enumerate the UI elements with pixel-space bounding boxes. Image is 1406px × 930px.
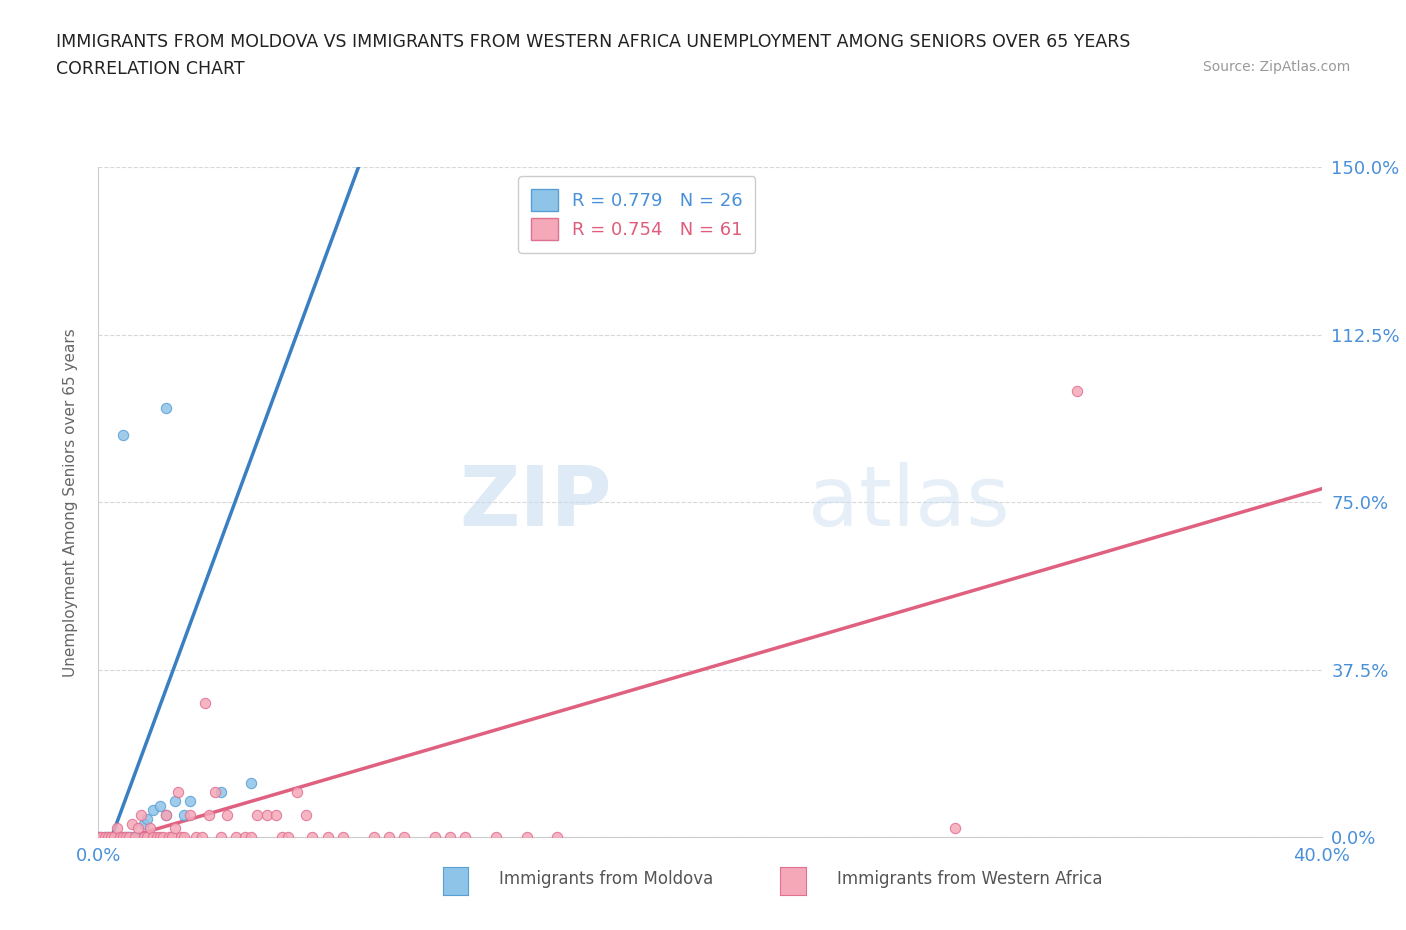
Y-axis label: Unemployment Among Seniors over 65 years: Unemployment Among Seniors over 65 years	[63, 328, 77, 677]
Point	[97, 830, 120, 844]
Point	[149, 798, 172, 813]
Point	[124, 830, 146, 844]
Point	[194, 696, 217, 711]
Point	[111, 830, 134, 844]
Point	[179, 794, 201, 809]
Point	[439, 830, 461, 844]
Point	[167, 785, 190, 800]
Point	[240, 830, 263, 844]
Point	[103, 830, 125, 844]
Point	[115, 830, 138, 844]
Point	[105, 830, 128, 844]
Point	[485, 830, 508, 844]
Point	[90, 830, 112, 844]
Point	[111, 428, 134, 443]
Text: Immigrants from Western Africa: Immigrants from Western Africa	[837, 870, 1102, 888]
Point	[546, 830, 568, 844]
Point	[136, 812, 159, 827]
Point	[423, 830, 446, 844]
Point	[155, 807, 177, 822]
Point	[139, 820, 162, 835]
Point	[87, 830, 110, 844]
Point	[1066, 383, 1088, 398]
Point	[240, 776, 263, 790]
Point	[173, 807, 195, 822]
Point	[155, 807, 177, 822]
Point	[215, 807, 238, 822]
Point	[204, 785, 226, 800]
Point	[295, 807, 318, 822]
Point	[170, 830, 193, 844]
Point	[155, 401, 177, 416]
Point	[363, 830, 385, 844]
Point	[142, 803, 165, 817]
Point	[118, 830, 141, 844]
Point	[316, 830, 339, 844]
Point	[129, 807, 152, 822]
Point	[332, 830, 354, 844]
Point	[108, 830, 131, 844]
Point	[191, 830, 214, 844]
Point	[233, 830, 256, 844]
Text: ZIP: ZIP	[460, 461, 612, 543]
Point	[152, 830, 174, 844]
Point	[264, 807, 287, 822]
Point	[173, 830, 195, 844]
Point	[378, 830, 401, 844]
Point	[108, 830, 131, 844]
Point	[285, 785, 308, 800]
Point	[197, 807, 219, 822]
Point	[121, 830, 143, 844]
Point	[157, 830, 180, 844]
Point	[124, 830, 146, 844]
Point	[160, 830, 183, 844]
Point	[93, 830, 115, 844]
Point	[111, 830, 134, 844]
Point	[127, 830, 149, 844]
Point	[392, 830, 416, 844]
Legend: R = 0.779   N = 26, R = 0.754   N = 61: R = 0.779 N = 26, R = 0.754 N = 61	[517, 177, 755, 253]
Point	[256, 807, 278, 822]
Point	[87, 830, 110, 844]
Point	[516, 830, 538, 844]
Text: Source: ZipAtlas.com: Source: ZipAtlas.com	[1202, 60, 1350, 74]
Text: CORRELATION CHART: CORRELATION CHART	[56, 60, 245, 78]
Point	[142, 830, 165, 844]
Point	[121, 817, 143, 831]
Point	[134, 830, 156, 844]
Point	[163, 820, 186, 835]
Point	[163, 794, 186, 809]
Point	[103, 830, 125, 844]
Point	[93, 830, 115, 844]
Text: atlas: atlas	[808, 461, 1010, 543]
Point	[134, 817, 156, 831]
Text: IMMIGRANTS FROM MOLDOVA VS IMMIGRANTS FROM WESTERN AFRICA UNEMPLOYMENT AMONG SEN: IMMIGRANTS FROM MOLDOVA VS IMMIGRANTS FR…	[56, 33, 1130, 50]
Text: Immigrants from Moldova: Immigrants from Moldova	[499, 870, 713, 888]
Point	[225, 830, 247, 844]
Point	[270, 830, 292, 844]
Point	[186, 830, 208, 844]
Point	[246, 807, 269, 822]
Point	[454, 830, 477, 844]
Point	[149, 830, 172, 844]
Point	[301, 830, 323, 844]
Point	[118, 830, 141, 844]
Point	[100, 830, 122, 844]
Point	[145, 830, 167, 844]
Point	[209, 830, 232, 844]
Point	[105, 820, 128, 835]
Point	[90, 830, 112, 844]
Point	[127, 820, 149, 835]
Point	[115, 830, 138, 844]
Point	[97, 830, 120, 844]
Point	[179, 807, 201, 822]
Point	[943, 820, 966, 835]
Point	[100, 830, 122, 844]
Point	[136, 830, 159, 844]
Point	[209, 785, 232, 800]
Point	[277, 830, 299, 844]
